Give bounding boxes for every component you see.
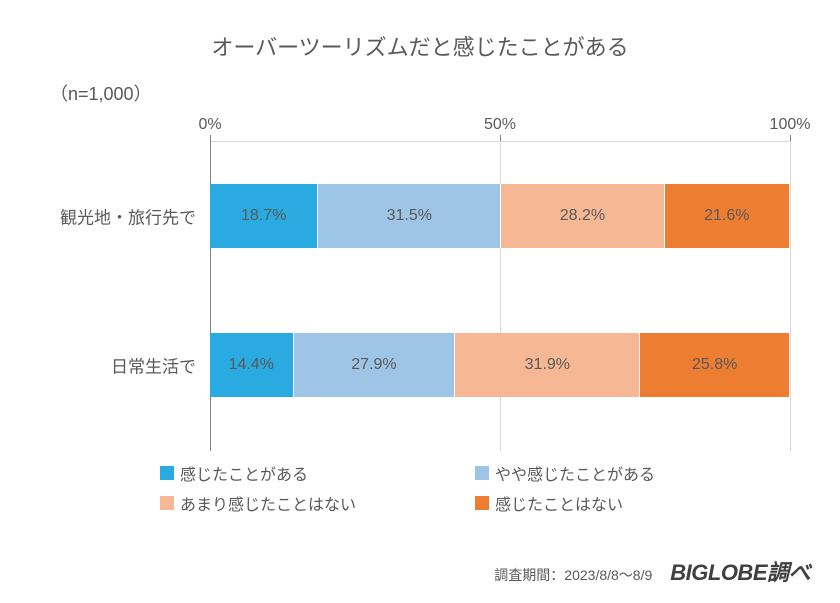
legend-swatch — [475, 496, 489, 510]
bar-segment: 27.9% — [294, 333, 456, 397]
bar-segment: 25.8% — [640, 333, 790, 397]
plot-area: 観光地・旅行先で 18.7%31.5%28.2%21.6% 日常生活で 14.4… — [210, 141, 790, 451]
legend-label: 感じたことがある — [180, 461, 308, 485]
legend-swatch — [160, 496, 174, 510]
x-tick-50: 50% — [484, 116, 516, 134]
legend-label: 感じたことはない — [495, 491, 623, 515]
bar-segment: 28.2% — [501, 184, 665, 248]
chart-subtitle: （n=1,000） — [50, 80, 810, 106]
survey-period: 調査期間：2023/8/8～8/9 — [494, 565, 652, 585]
legend-label: あまり感じたことはない — [180, 491, 356, 515]
footer: 調査期間：2023/8/8～8/9 BIGLOBE調べ — [494, 555, 810, 587]
bar-segment: 31.9% — [455, 333, 640, 397]
legend: 感じたことがある やや感じたことがある あまり感じたことはない 感じたことはない — [160, 461, 770, 515]
legend-label: やや感じたことがある — [495, 461, 655, 485]
x-tick-0: 0% — [198, 116, 221, 134]
legend-item: あまり感じたことはない — [160, 491, 455, 515]
bar-segment: 18.7% — [210, 184, 318, 248]
chart-container: オーバーツーリズムだと感じたことがある （n=1,000） 0% 50% 100… — [0, 0, 840, 603]
source-credit: BIGLOBE調べ — [670, 555, 810, 587]
legend-item: 感じたことはない — [475, 491, 770, 515]
legend-swatch — [475, 466, 489, 480]
legend-swatch — [160, 466, 174, 480]
x-tick-100: 100% — [770, 116, 811, 134]
legend-item: やや感じたことがある — [475, 461, 770, 485]
chart-title: オーバーツーリズムだと感じたことがある — [30, 30, 810, 62]
category-label: 観光地・旅行先で — [60, 204, 196, 229]
legend-item: 感じたことがある — [160, 461, 455, 485]
category-label: 日常生活で — [111, 353, 196, 378]
gridline-100 — [790, 141, 791, 451]
bar-row: 観光地・旅行先で 18.7%31.5%28.2%21.6% — [210, 184, 790, 248]
bar-row: 日常生活で 14.4%27.9%31.9%25.8% — [210, 333, 790, 397]
bar-segment: 21.6% — [665, 184, 790, 248]
bar-segment: 14.4% — [210, 333, 294, 397]
bar-segment: 31.5% — [318, 184, 501, 248]
